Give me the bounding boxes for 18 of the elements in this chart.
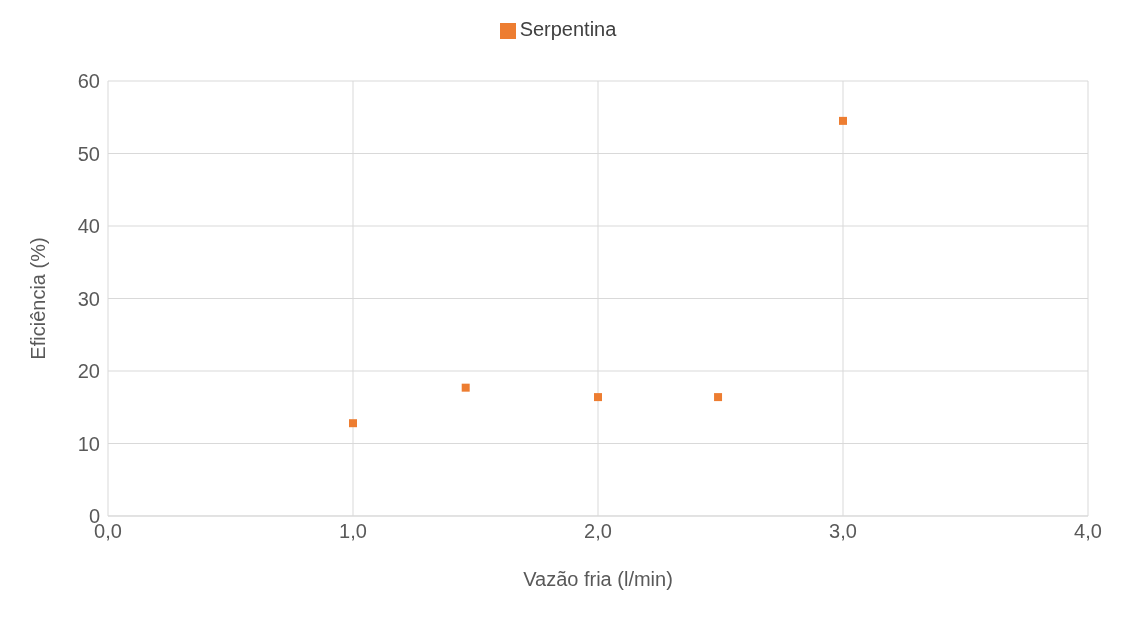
x-axis-title: Vazão fria (l/min) bbox=[523, 568, 673, 590]
y-tick-label: 40 bbox=[77, 215, 100, 238]
y-tick-label: 20 bbox=[77, 360, 100, 383]
point bbox=[839, 116, 847, 125]
y-tick-label: 50 bbox=[77, 142, 100, 165]
point bbox=[461, 383, 470, 392]
x-tick-label: 3,0 bbox=[829, 520, 857, 543]
y-tick-label: 60 bbox=[77, 70, 100, 93]
y-tick-label: 10 bbox=[77, 432, 100, 455]
point bbox=[714, 393, 723, 402]
x-tick-label: 4,0 bbox=[1074, 520, 1102, 543]
y-axis-title: Eficiência (%) bbox=[27, 237, 50, 360]
x-tick-label: 1,0 bbox=[339, 520, 367, 543]
point bbox=[594, 393, 602, 402]
legend-label: Serpentina bbox=[519, 18, 617, 40]
y-tick-label: 30 bbox=[77, 287, 100, 310]
point bbox=[349, 419, 357, 428]
x-tick-label: 2,0 bbox=[584, 520, 612, 543]
